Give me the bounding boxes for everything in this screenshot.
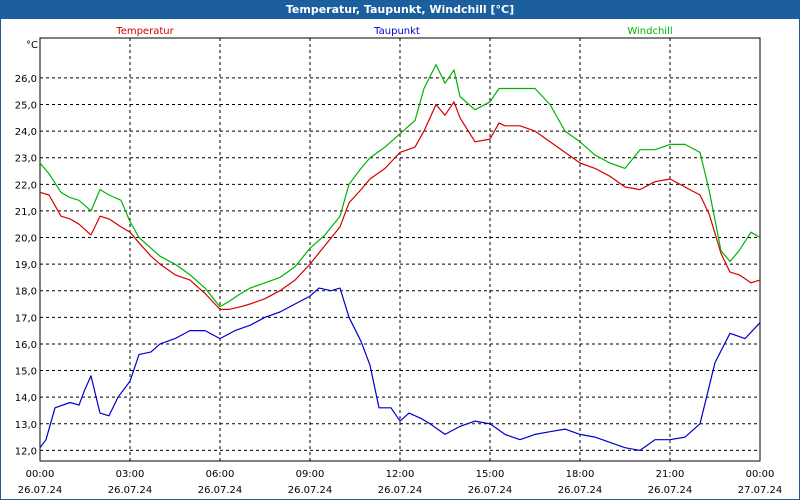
series-line-windchill	[39, 63, 761, 308]
y-tick-label: 13,0	[15, 420, 37, 431]
y-tick-label: 22,0	[15, 180, 37, 191]
legend-windchill: Windchill	[627, 26, 672, 37]
y-tick-label: 15,0	[15, 367, 37, 378]
x-tick-date: 27.07.24	[738, 485, 783, 496]
y-tick-label: 19,0	[15, 260, 37, 271]
y-tick-label: 21,0	[15, 207, 37, 218]
chart-title: Temperatur, Taupunkt, Windchill [°C]	[1, 1, 799, 19]
y-tick-label: 18,0	[15, 287, 37, 298]
grid	[40, 38, 760, 461]
y-axis-label: °C	[26, 40, 38, 51]
x-tick-date: 26.07.24	[108, 485, 153, 496]
x-tick-time: 06:00	[206, 469, 235, 480]
y-tick-label: 20,0	[15, 234, 37, 245]
x-tick-time: 21:00	[656, 469, 685, 480]
series-line-temperatur	[39, 101, 761, 310]
y-tick-label: 23,0	[15, 154, 37, 165]
x-tick-date: 26.07.24	[378, 485, 423, 496]
y-tick-label: 26,0	[15, 74, 37, 85]
x-tick-time: 15:00	[476, 469, 505, 480]
y-axis-ticks: 12,0 13,0 14,0 15,0 16,0 17,0 18,0 19,0 20,0 21,0…	[15, 74, 37, 457]
y-tick-label: 25,0	[15, 101, 37, 112]
legend-temperatur: Temperatur	[115, 26, 174, 37]
x-tick-time: 09:00	[296, 469, 325, 480]
x-tick-date: 26.07.24	[288, 485, 333, 496]
y-tick-label: 14,0	[15, 393, 37, 404]
y-tick-label: 16,0	[15, 340, 37, 351]
series-line-taupunkt	[39, 287, 761, 451]
x-tick-date: 26.07.24	[648, 485, 693, 496]
x-tick-time: 18:00	[566, 469, 595, 480]
legend-taupunkt: Taupunkt	[373, 26, 420, 37]
x-tick-date: 26.07.24	[468, 485, 513, 496]
x-tick-time: 03:00	[116, 469, 145, 480]
x-tick-date: 26.07.24	[198, 485, 243, 496]
plot-border	[39, 37, 761, 462]
x-tick-time: 12:00	[386, 469, 415, 480]
y-tick-label: 12,0	[15, 446, 37, 457]
legend: Temperatur Taupunkt Windchill	[115, 26, 672, 37]
y-tick-label: 24,0	[15, 127, 37, 138]
y-tick-label: 17,0	[15, 313, 37, 324]
x-tick-date: 26.07.24	[558, 485, 603, 496]
x-tick-date: 26.07.24	[18, 485, 63, 496]
x-axis-ticks: 00:00 26.07.24 03:00 26.07.24 06:00 26.07.24 0…	[18, 469, 783, 496]
x-tick-time: 00:00	[26, 469, 55, 480]
x-tick-time: 00:00	[746, 469, 775, 480]
series-lines	[39, 63, 761, 451]
